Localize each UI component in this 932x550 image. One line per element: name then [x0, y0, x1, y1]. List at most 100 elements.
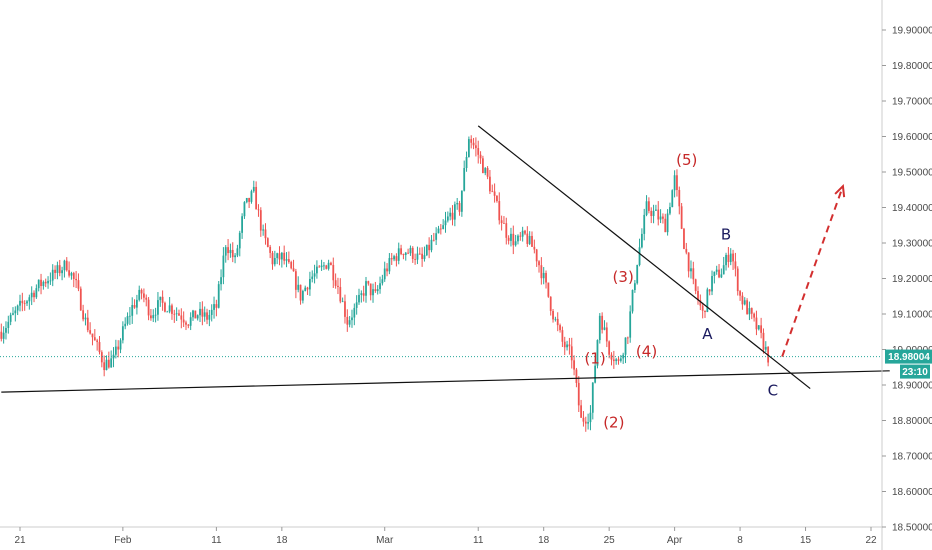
candle-body [610, 354, 613, 360]
candle-body [91, 333, 94, 338]
candle-body [383, 268, 386, 280]
candle-body [337, 285, 339, 287]
candle-body [631, 289, 634, 312]
candle-body [463, 168, 466, 191]
candle-body [587, 422, 590, 424]
candle-body [353, 307, 356, 318]
candle-body [238, 232, 241, 249]
candle-body [150, 315, 152, 319]
candle-body [411, 247, 414, 260]
candle-body [601, 315, 604, 330]
candle-body [276, 253, 279, 259]
candle-body [561, 330, 564, 342]
price-tick-label: 19.70000 [892, 97, 932, 108]
candle-body [519, 235, 522, 237]
candle-body [425, 244, 428, 256]
descending-line[interactable] [477, 125, 811, 390]
candle-body [594, 365, 597, 383]
candle-body [124, 323, 127, 327]
candle-body [72, 273, 75, 279]
price-axis[interactable]: 19.90000 19.80000 19.70000 19.60000 19.50000… [881, 0, 932, 550]
candle-body [297, 284, 300, 290]
candle-body [243, 202, 246, 217]
candle-body [68, 270, 70, 276]
candle-body [367, 281, 370, 284]
time-axis[interactable]: 21 Feb 11 18 Mar 11 18 25 Apr 8 15 22 [0, 526, 882, 546]
candle-body [121, 326, 124, 341]
candle-body [358, 294, 360, 303]
candle-body [103, 362, 106, 371]
candle-body [636, 264, 639, 284]
candle-body [402, 254, 405, 256]
candle-body [96, 340, 99, 343]
candle-body [269, 246, 272, 253]
candle-body [178, 313, 180, 316]
projection-arrow-head [834, 184, 846, 198]
wave-labels-layer: (1) (2) (3) (4) (5) A B C [585, 151, 779, 432]
candle-body [418, 253, 421, 255]
candle-body [458, 203, 461, 212]
candle-body [208, 314, 211, 320]
candle-body [556, 318, 559, 326]
candle-body [19, 300, 21, 306]
time-tick-label: 18 [276, 535, 288, 546]
candle-body [510, 233, 512, 241]
candle-body [63, 260, 66, 271]
timer-tag-value: 23:10 [902, 367, 928, 378]
candle-body [194, 310, 197, 319]
candle-body [241, 216, 244, 233]
candle-body [486, 168, 489, 177]
candle-body [467, 139, 470, 158]
candle-body [650, 210, 653, 217]
candle-body [386, 268, 388, 272]
candle-body [428, 244, 431, 251]
candle-body [652, 210, 655, 217]
candle-body [615, 359, 618, 362]
candle-body [640, 233, 643, 248]
candle-body [273, 258, 276, 265]
candle-body [739, 291, 741, 296]
candle-body [407, 252, 409, 254]
candle-body [605, 327, 608, 342]
candle-body [624, 337, 627, 355]
candle-body [496, 195, 498, 202]
candle-body [582, 417, 585, 422]
wave-label: A [702, 325, 713, 343]
candle-body [619, 358, 622, 361]
overlays-layer [0, 125, 890, 393]
candle-body [313, 273, 316, 277]
candle-body [147, 299, 150, 316]
candle-body [500, 220, 503, 224]
candle-body [690, 268, 692, 272]
candle-body [325, 265, 328, 269]
candle-body [617, 359, 620, 361]
candle-body [82, 310, 85, 320]
candle-body [577, 382, 580, 406]
candle-body [0, 331, 3, 339]
time-tick-label: 11 [211, 535, 222, 546]
candle-body [93, 337, 96, 341]
ascending-support[interactable] [1, 370, 890, 393]
candle-body [514, 241, 517, 246]
candle-body [351, 317, 353, 321]
candle-body [477, 148, 480, 155]
candle-body [192, 310, 194, 318]
candle-body [252, 186, 255, 192]
candle-body [159, 296, 162, 301]
candle-body [189, 317, 192, 326]
candle-body [629, 311, 632, 338]
candle-body [598, 315, 601, 341]
candle-body [332, 264, 335, 281]
candle-body [294, 271, 297, 290]
candle-body [266, 238, 269, 247]
candle-body [185, 322, 187, 325]
candle-body [622, 354, 625, 359]
candle-body [16, 305, 19, 311]
candle-body [318, 266, 321, 268]
candle-body [126, 316, 129, 324]
candle-body [694, 279, 697, 291]
time-tick-label: Mar [376, 535, 394, 546]
candle-body [327, 262, 330, 269]
